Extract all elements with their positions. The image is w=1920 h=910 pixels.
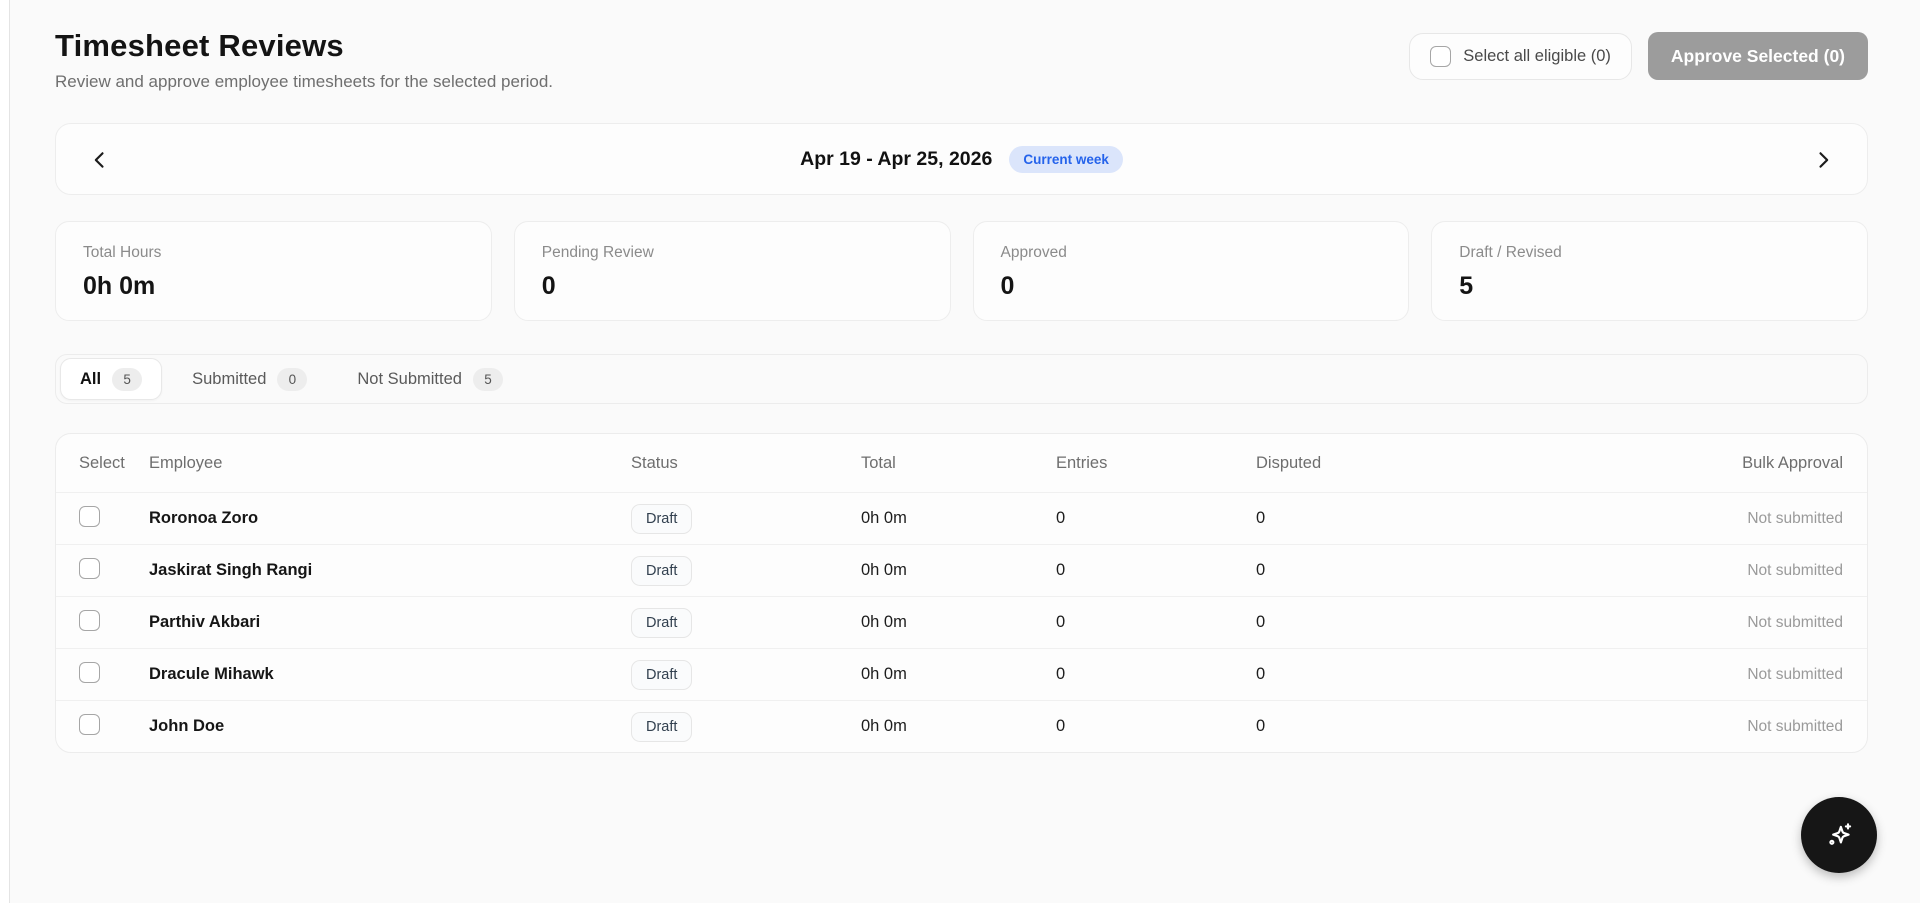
row-select-checkbox[interactable] bbox=[79, 609, 100, 631]
row-select-checkbox[interactable] bbox=[79, 661, 100, 683]
stat-card-draft-revised: Draft / Revised 5 bbox=[1431, 221, 1868, 321]
employee-name: Jaskirat Singh Rangi bbox=[149, 561, 313, 579]
tab-not-submitted[interactable]: Not Submitted 5 bbox=[337, 358, 523, 400]
bulk-approval-status: Not submitted bbox=[1747, 665, 1843, 683]
bulk-approval-status: Not submitted bbox=[1747, 717, 1843, 735]
total-hours-value: 0h 0m bbox=[861, 561, 907, 579]
column-header-total: Total bbox=[861, 453, 896, 472]
row-select-checkbox[interactable] bbox=[79, 713, 100, 735]
tab-submitted[interactable]: Submitted 0 bbox=[172, 358, 327, 400]
stat-card-approved: Approved 0 bbox=[972, 221, 1410, 321]
stat-value: 0 bbox=[541, 272, 556, 300]
stats-row: Total Hours 0h 0m Pending Review 0 Appro… bbox=[55, 221, 1868, 321]
stat-value: 0h 0m bbox=[83, 272, 156, 300]
collapsed-sidebar-edge bbox=[0, 0, 10, 910]
tab-count-badge: 5 bbox=[112, 367, 143, 391]
stat-label: Approved bbox=[1000, 244, 1067, 261]
column-header-disputed: Disputed bbox=[1256, 453, 1322, 472]
employee-name: John Doe bbox=[149, 717, 225, 735]
stat-value: 0 bbox=[1000, 272, 1015, 300]
status-badge: Draft bbox=[631, 659, 693, 690]
previous-week-button[interactable] bbox=[82, 142, 118, 178]
total-hours-value: 0h 0m bbox=[861, 613, 907, 631]
table-body: Roronoa Zoro Draft 0h 0m 0 0 Not submitt… bbox=[56, 492, 1867, 752]
column-header-status: Status bbox=[631, 453, 678, 472]
bulk-approval-status: Not submitted bbox=[1747, 561, 1843, 579]
employee-name: Dracule Mihawk bbox=[149, 665, 274, 683]
filter-tabs-bar: All 5 Submitted 0 Not Submitted 5 bbox=[55, 354, 1868, 404]
select-all-checkbox[interactable] bbox=[1430, 45, 1452, 67]
column-header-select: Select bbox=[79, 453, 125, 472]
stat-label: Draft / Revised bbox=[1459, 244, 1562, 261]
column-header-entries: Entries bbox=[1056, 453, 1108, 472]
sparkles-icon bbox=[1824, 820, 1854, 850]
table-row: Parthiv Akbari Draft 0h 0m 0 0 Not submi… bbox=[56, 596, 1867, 648]
total-hours-value: 0h 0m bbox=[861, 665, 907, 683]
disputed-count: 0 bbox=[1256, 561, 1266, 579]
employee-name: Parthiv Akbari bbox=[149, 613, 261, 631]
approve-selected-button[interactable]: Approve Selected (0) bbox=[1647, 32, 1868, 80]
chevron-left-icon bbox=[90, 150, 110, 170]
bulk-approval-status: Not submitted bbox=[1747, 613, 1843, 631]
current-week-badge: Current week bbox=[1009, 145, 1123, 173]
tab-count-badge: 5 bbox=[472, 367, 503, 391]
table-row: Jaskirat Singh Rangi Draft 0h 0m 0 0 Not… bbox=[56, 544, 1867, 596]
page-subtitle: Review and approve employee timesheets f… bbox=[55, 72, 554, 91]
main-content: Timesheet Reviews Review and approve emp… bbox=[55, 0, 1868, 753]
employee-name: Roronoa Zoro bbox=[149, 509, 259, 527]
tab-count-badge: 0 bbox=[277, 367, 308, 391]
stat-label: Pending Review bbox=[541, 244, 654, 261]
chevron-right-icon bbox=[1813, 150, 1833, 170]
entries-count: 0 bbox=[1056, 717, 1066, 735]
bulk-approval-status: Not submitted bbox=[1747, 509, 1843, 527]
column-header-employee: Employee bbox=[149, 453, 223, 472]
table-header-row: Select Employee Status Total Entries Dis… bbox=[56, 434, 1867, 492]
disputed-count: 0 bbox=[1256, 665, 1266, 683]
total-hours-value: 0h 0m bbox=[861, 717, 907, 735]
stat-label: Total Hours bbox=[83, 244, 162, 261]
header-actions: Select all eligible (0) Approve Selected… bbox=[1409, 32, 1868, 80]
page-header: Timesheet Reviews Review and approve emp… bbox=[55, 28, 1868, 92]
stat-card-pending-review: Pending Review 0 bbox=[513, 221, 951, 321]
tab-label: Submitted bbox=[192, 369, 267, 388]
table-row: Dracule Mihawk Draft 0h 0m 0 0 Not submi… bbox=[56, 648, 1867, 700]
stat-card-total-hours: Total Hours 0h 0m bbox=[55, 221, 492, 321]
page-heading-group: Timesheet Reviews Review and approve emp… bbox=[55, 28, 553, 92]
timesheet-table: Select Employee Status Total Entries Dis… bbox=[55, 433, 1868, 753]
page-title: Timesheet Reviews bbox=[55, 28, 344, 63]
column-header-bulk-approval: Bulk Approval bbox=[1742, 453, 1843, 472]
disputed-count: 0 bbox=[1256, 509, 1266, 527]
status-badge: Draft bbox=[631, 607, 693, 638]
week-navigation-bar: Apr 19 - Apr 25, 2026 Current week bbox=[55, 123, 1868, 195]
row-select-checkbox[interactable] bbox=[79, 557, 100, 579]
stat-value: 5 bbox=[1459, 272, 1474, 300]
status-badge: Draft bbox=[631, 711, 693, 742]
select-all-eligible-control[interactable]: Select all eligible (0) bbox=[1409, 32, 1632, 80]
tab-label: All bbox=[80, 369, 102, 388]
table-row: Roronoa Zoro Draft 0h 0m 0 0 Not submitt… bbox=[56, 492, 1867, 544]
table-row: John Doe Draft 0h 0m 0 0 Not submitted bbox=[56, 700, 1867, 752]
select-all-label: Select all eligible (0) bbox=[1463, 46, 1611, 65]
bottom-edge bbox=[0, 903, 1920, 910]
ai-assistant-fab[interactable] bbox=[1801, 797, 1877, 873]
week-range-label: Apr 19 - Apr 25, 2026 bbox=[800, 147, 993, 170]
entries-count: 0 bbox=[1056, 561, 1066, 579]
tab-label: Not Submitted bbox=[357, 369, 462, 388]
tab-all[interactable]: All 5 bbox=[60, 358, 163, 400]
row-select-checkbox[interactable] bbox=[79, 505, 100, 527]
status-badge: Draft bbox=[631, 503, 693, 534]
entries-count: 0 bbox=[1056, 665, 1066, 683]
disputed-count: 0 bbox=[1256, 717, 1266, 735]
status-badge: Draft bbox=[631, 555, 693, 586]
next-week-button[interactable] bbox=[1805, 142, 1841, 178]
total-hours-value: 0h 0m bbox=[861, 509, 907, 527]
entries-count: 0 bbox=[1056, 509, 1066, 527]
entries-count: 0 bbox=[1056, 613, 1066, 631]
disputed-count: 0 bbox=[1256, 613, 1266, 631]
